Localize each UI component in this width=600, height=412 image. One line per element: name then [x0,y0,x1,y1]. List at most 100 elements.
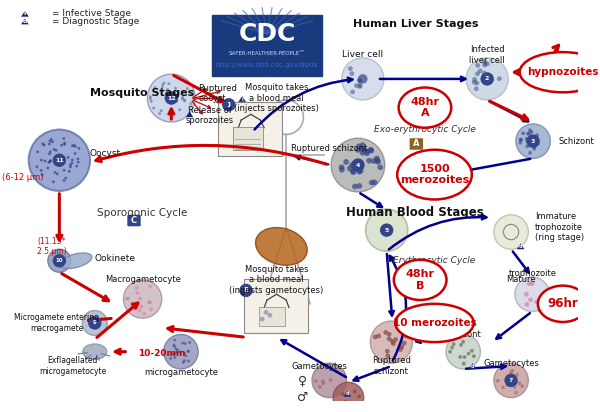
Circle shape [53,148,55,151]
Circle shape [69,164,72,166]
Circle shape [458,355,462,359]
Circle shape [124,280,162,318]
Circle shape [53,254,66,267]
Circle shape [528,128,532,132]
Text: Erythrocytic Cycle: Erythrocytic Cycle [394,256,476,265]
Circle shape [348,66,353,71]
Text: Mature: Mature [506,275,535,284]
Circle shape [354,83,359,88]
Text: Exo-erythrocytic Cycle: Exo-erythrocytic Cycle [374,125,476,134]
Text: 7: 7 [509,378,513,383]
Text: 48hr
B: 48hr B [406,269,434,291]
Text: 1500
merozoites: 1500 merozoites [400,164,469,185]
Circle shape [350,401,353,405]
Circle shape [368,147,374,152]
Circle shape [341,58,384,100]
Circle shape [152,107,155,110]
Ellipse shape [397,150,472,199]
Ellipse shape [256,227,307,265]
Circle shape [190,102,193,105]
Circle shape [520,384,524,388]
Circle shape [365,149,370,154]
Circle shape [41,143,44,145]
Text: 12: 12 [167,96,176,101]
Circle shape [404,333,409,338]
Circle shape [178,350,181,353]
Text: Gametocytes: Gametocytes [292,361,347,370]
Circle shape [268,313,272,318]
Circle shape [385,353,390,358]
Circle shape [150,100,152,103]
Circle shape [188,341,191,344]
Circle shape [73,144,76,147]
Text: 96hr: 96hr [547,297,578,310]
Circle shape [462,362,466,365]
Circle shape [362,147,367,153]
Circle shape [472,77,477,82]
Circle shape [160,109,163,112]
Circle shape [466,58,508,100]
Circle shape [530,130,533,134]
Circle shape [183,98,186,101]
Circle shape [463,355,466,359]
Circle shape [169,357,172,360]
Circle shape [497,76,502,81]
Ellipse shape [520,52,600,92]
Circle shape [70,162,73,165]
Ellipse shape [538,286,587,322]
Circle shape [349,402,353,406]
Circle shape [356,169,362,175]
Circle shape [450,346,454,349]
Text: 8: 8 [244,288,248,293]
Text: 10 merozoites: 10 merozoites [392,318,476,328]
Text: (11.13*
2.5 μm): (11.13* 2.5 μm) [37,237,67,256]
Circle shape [356,143,362,149]
Circle shape [51,140,54,143]
Circle shape [149,307,153,311]
Circle shape [370,321,413,363]
Circle shape [40,169,43,172]
Circle shape [161,86,164,89]
Circle shape [360,146,365,152]
Circle shape [521,131,525,135]
Text: Liver cell: Liver cell [342,51,383,59]
Circle shape [312,363,346,398]
Circle shape [350,71,355,76]
Circle shape [535,141,539,145]
Circle shape [47,161,50,164]
Circle shape [314,379,318,383]
Circle shape [137,309,142,312]
Circle shape [49,140,52,143]
Circle shape [350,169,356,175]
Circle shape [391,341,396,346]
Circle shape [184,342,187,345]
Text: 10-20min: 10-20min [138,349,185,358]
Circle shape [53,154,66,167]
Circle shape [71,145,74,147]
Circle shape [375,159,381,165]
Circle shape [527,281,532,286]
Circle shape [339,167,345,173]
Text: Exflagellated
microgametocyte: Exflagellated microgametocyte [39,356,106,376]
Circle shape [77,161,80,164]
Circle shape [50,138,53,141]
Circle shape [524,302,529,307]
Circle shape [43,144,46,147]
Circle shape [364,150,370,156]
Circle shape [76,157,79,160]
Circle shape [353,390,356,393]
Circle shape [142,312,146,316]
Circle shape [48,143,51,145]
Polygon shape [517,243,524,249]
Circle shape [176,351,179,353]
Text: Ruptured
oocyst: Ruptured oocyst [198,84,237,103]
Circle shape [56,173,59,176]
Ellipse shape [59,253,92,269]
Circle shape [526,140,529,143]
Circle shape [368,148,374,153]
Polygon shape [538,306,545,311]
Text: i: i [24,12,26,16]
Circle shape [386,336,391,341]
Text: i: i [241,96,243,101]
Circle shape [322,382,325,385]
